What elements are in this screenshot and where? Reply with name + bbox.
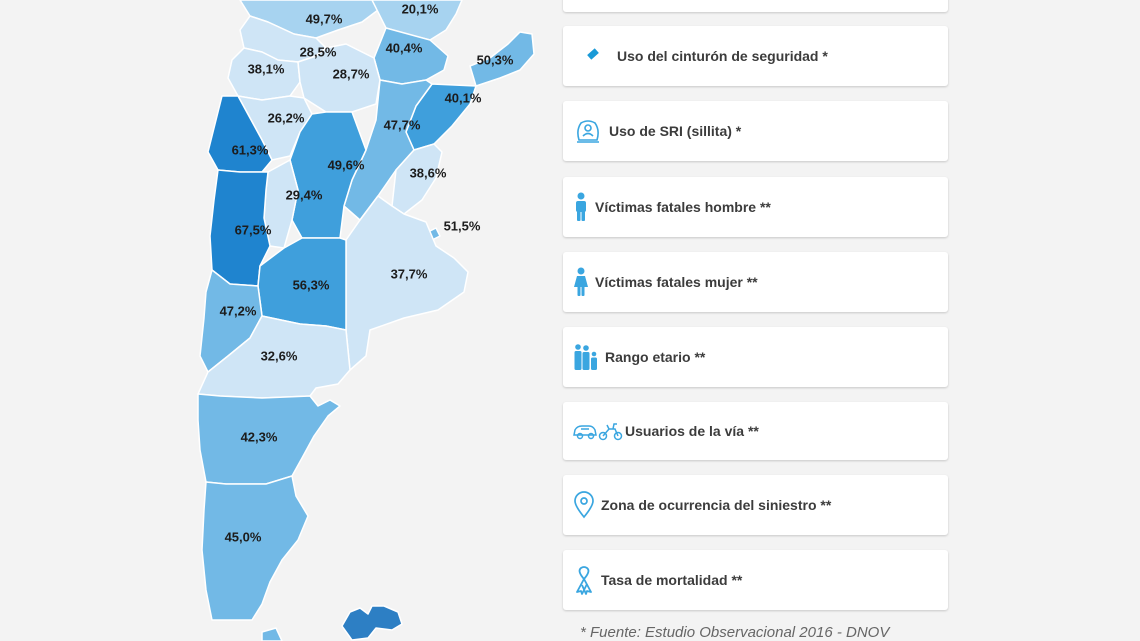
vehicles-icon [573, 420, 623, 442]
value-label-misiones: 50,3% [477, 52, 514, 67]
province-cordoba[interactable] [289, 111, 367, 239]
value-label-san-luis: 29,4% [286, 187, 323, 202]
location-pin-icon [573, 491, 595, 519]
province-tucuman[interactable] [297, 43, 381, 113]
child-seat-icon [573, 116, 603, 146]
ribbon-icon [573, 565, 595, 595]
value-label-formosa: 20,1% [402, 1, 439, 16]
female-icon [573, 267, 589, 297]
menu-item-label: Víctimas fatales mujer ** [595, 274, 758, 290]
value-label-san-juan: 61,3% [232, 142, 269, 157]
value-label-santa-fe: 47,7% [384, 117, 421, 132]
source-footnote: * Fuente: Estudio Observacional 2016 - D… [580, 624, 890, 641]
province-misiones[interactable] [469, 31, 535, 87]
value-label-chaco: 40,4% [386, 40, 423, 55]
family-icon [573, 343, 599, 371]
seatbelt-icon [573, 39, 611, 73]
value-label-la-pampa: 56,3% [293, 277, 330, 292]
value-label-neuquen: 47,2% [220, 303, 257, 318]
value-label-entre-rios: 38,6% [410, 165, 447, 180]
value-label-la-rioja: 26,2% [268, 110, 305, 125]
menu-item-label: Tasa de mortalidad ** [601, 572, 743, 588]
value-label-rio-negro: 32,6% [261, 348, 298, 363]
menu-item-female-victims[interactable]: Víctimas fatales mujer ** [563, 252, 948, 312]
argentina-map: 49,7% 20,1% 28,5% 40,4% 50,3% 38,1% 28,7% 40,1%… [197, 0, 535, 641]
menu-item-seatbelt[interactable]: Uso del cinturón de seguridad * [563, 26, 948, 86]
value-label-catamarca: 38,1% [248, 61, 285, 76]
value-label-cordoba: 49,6% [328, 157, 365, 172]
province-chubut[interactable] [197, 393, 341, 485]
male-icon [573, 192, 589, 222]
value-label-tucuman: 28,7% [333, 66, 370, 81]
menu-item-male-victims[interactable]: Víctimas fatales hombre ** [563, 177, 948, 237]
value-label-corrientes: 40,1% [445, 90, 482, 105]
menu-card-partial[interactable] [563, 0, 948, 12]
menu-item-label: Víctimas fatales hombre ** [595, 199, 771, 215]
province-santa-cruz[interactable] [201, 475, 309, 621]
menu-item-child-seat[interactable]: Uso de SRI (sillita) * [563, 101, 948, 161]
menu-item-mortality-rate[interactable]: Tasa de mortalidad ** [563, 550, 948, 610]
value-label-santa-cruz: 45,0% [225, 529, 262, 544]
province-mendoza[interactable] [209, 169, 271, 287]
value-label-buenos-aires: 37,7% [391, 266, 428, 281]
menu-item-road-users[interactable]: Usuarios de la vía ** [563, 402, 948, 460]
tierra-del-fuego[interactable] [261, 627, 283, 641]
islands[interactable] [341, 605, 403, 641]
menu-item-label: Uso de SRI (sillita) * [609, 123, 742, 139]
menu-item-label: Rango etario ** [605, 349, 706, 365]
value-label-salta: 28,5% [300, 44, 337, 59]
value-label-caba: 51,5% [444, 218, 481, 233]
menu-item-label: Usuarios de la vía ** [625, 423, 759, 439]
value-label-mendoza: 67,5% [235, 222, 272, 237]
menu-item-crash-zone[interactable]: Zona de ocurrencia del siniestro ** [563, 475, 948, 535]
menu-item-label: Uso del cinturón de seguridad * [617, 48, 828, 64]
menu-item-age-range[interactable]: Rango etario ** [563, 327, 948, 387]
menu-item-label: Zona de ocurrencia del siniestro ** [601, 497, 832, 513]
value-label-jujuy: 49,7% [306, 11, 343, 26]
value-label-chubut: 42,3% [241, 429, 278, 444]
